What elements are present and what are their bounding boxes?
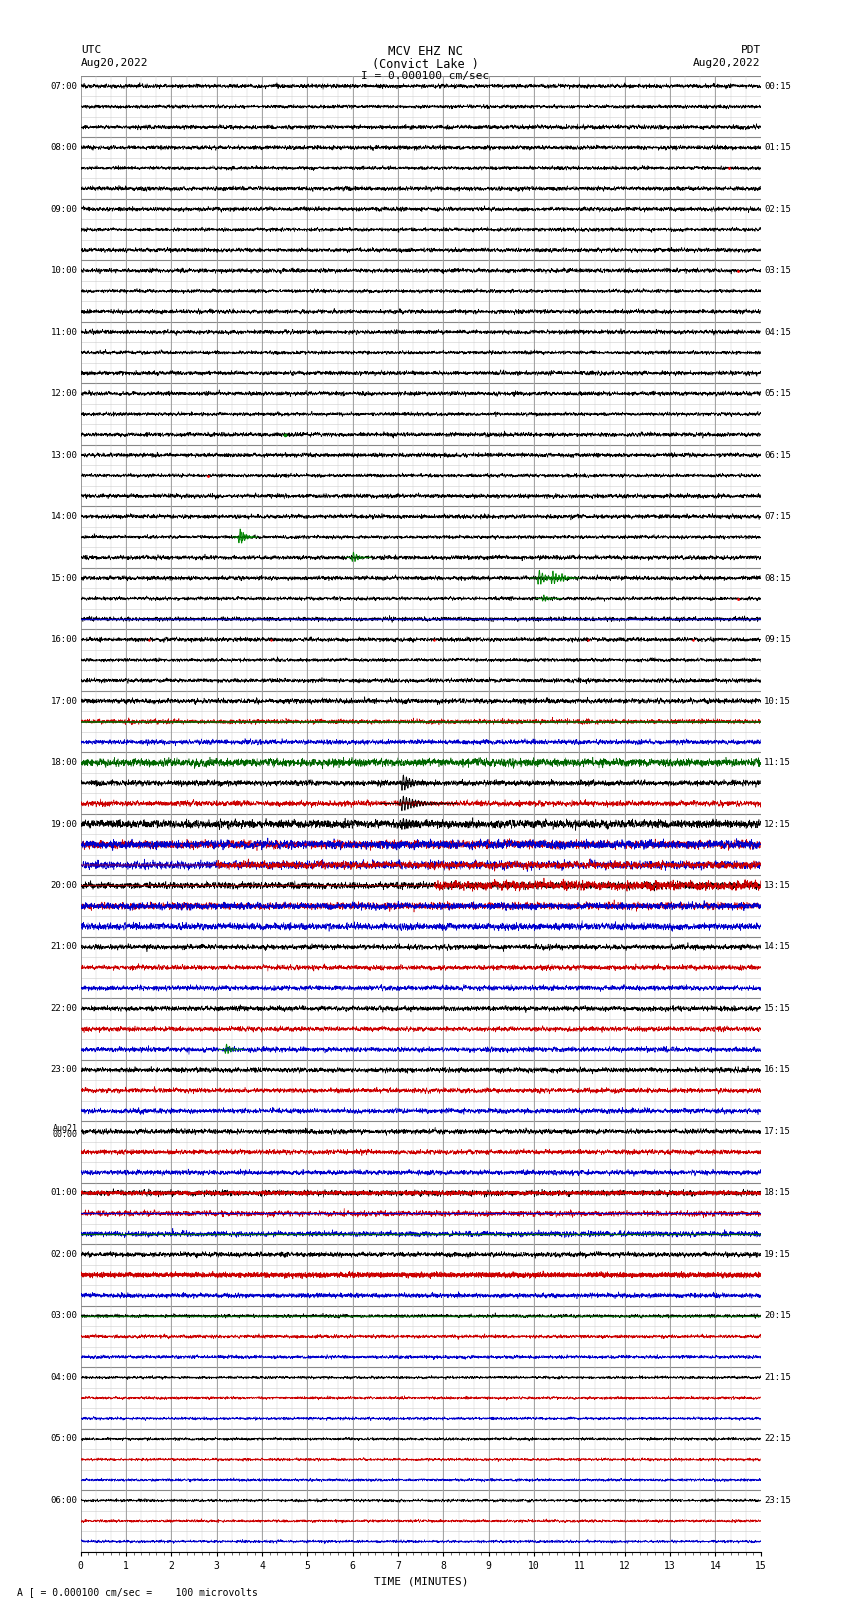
Text: MCV EHZ NC: MCV EHZ NC [388,45,462,58]
Text: 23:00: 23:00 [50,1066,77,1074]
Text: 17:00: 17:00 [50,697,77,705]
Text: 09:15: 09:15 [764,636,791,644]
Text: PDT: PDT [740,45,761,55]
Text: 00:15: 00:15 [764,82,791,90]
Text: 21:15: 21:15 [764,1373,791,1382]
Text: (Convict Lake ): (Convict Lake ) [371,58,479,71]
Text: 05:15: 05:15 [764,389,791,398]
Text: Aug21: Aug21 [53,1124,77,1132]
Text: 18:15: 18:15 [764,1189,791,1197]
Text: 07:00: 07:00 [50,82,77,90]
Text: A [ = 0.000100 cm/sec =    100 microvolts: A [ = 0.000100 cm/sec = 100 microvolts [17,1587,258,1597]
Text: 15:15: 15:15 [764,1003,791,1013]
Text: 13:15: 13:15 [764,881,791,890]
Text: 02:00: 02:00 [50,1250,77,1260]
Text: 14:00: 14:00 [50,511,77,521]
Text: 18:00: 18:00 [50,758,77,768]
Text: 09:00: 09:00 [50,205,77,213]
Text: 14:15: 14:15 [764,942,791,952]
Text: 07:15: 07:15 [764,511,791,521]
Text: 10:15: 10:15 [764,697,791,705]
Text: 15:00: 15:00 [50,574,77,582]
Text: 08:15: 08:15 [764,574,791,582]
Text: 03:15: 03:15 [764,266,791,276]
Text: 00:00: 00:00 [53,1131,77,1139]
Text: 23:15: 23:15 [764,1495,791,1505]
Text: 16:00: 16:00 [50,636,77,644]
Text: 22:00: 22:00 [50,1003,77,1013]
Text: 12:15: 12:15 [764,819,791,829]
Text: 08:00: 08:00 [50,144,77,152]
Text: 03:00: 03:00 [50,1311,77,1321]
Text: 17:15: 17:15 [764,1127,791,1136]
Text: 05:00: 05:00 [50,1434,77,1444]
Text: 12:00: 12:00 [50,389,77,398]
Text: 20:00: 20:00 [50,881,77,890]
Text: 13:00: 13:00 [50,450,77,460]
Text: 19:15: 19:15 [764,1250,791,1260]
Text: 04:15: 04:15 [764,327,791,337]
Text: I = 0.000100 cm/sec: I = 0.000100 cm/sec [361,71,489,81]
Text: Aug20,2022: Aug20,2022 [81,58,148,68]
Text: 01:15: 01:15 [764,144,791,152]
Text: 02:15: 02:15 [764,205,791,213]
Text: Aug20,2022: Aug20,2022 [694,58,761,68]
X-axis label: TIME (MINUTES): TIME (MINUTES) [373,1576,468,1586]
Text: 06:00: 06:00 [50,1495,77,1505]
Text: 19:00: 19:00 [50,819,77,829]
Text: 11:00: 11:00 [50,327,77,337]
Text: 22:15: 22:15 [764,1434,791,1444]
Text: 01:00: 01:00 [50,1189,77,1197]
Text: 10:00: 10:00 [50,266,77,276]
Text: 16:15: 16:15 [764,1066,791,1074]
Text: 20:15: 20:15 [764,1311,791,1321]
Text: 21:00: 21:00 [50,942,77,952]
Text: 11:15: 11:15 [764,758,791,768]
Text: 06:15: 06:15 [764,450,791,460]
Text: 04:00: 04:00 [50,1373,77,1382]
Text: UTC: UTC [81,45,101,55]
